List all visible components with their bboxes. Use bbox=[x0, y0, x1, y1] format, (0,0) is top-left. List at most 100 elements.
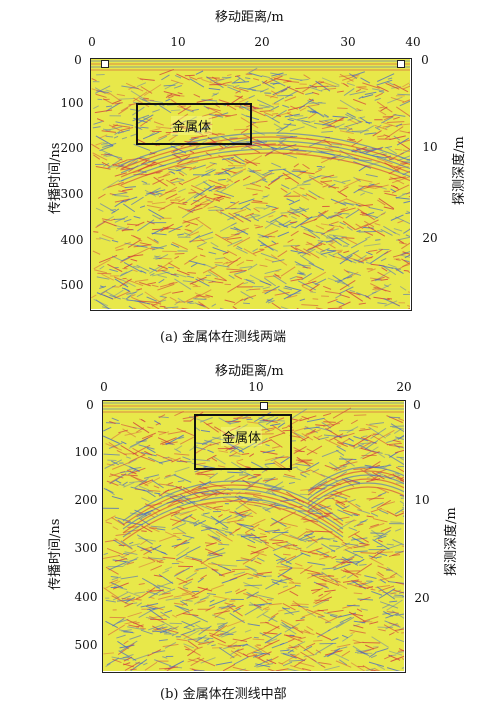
radargram-trace bbox=[330, 198, 347, 206]
radargram-trace bbox=[399, 242, 407, 245]
radargram-trace bbox=[324, 87, 337, 90]
radargram-trace bbox=[134, 300, 151, 305]
radargram-trace bbox=[120, 575, 139, 580]
radargram-trace bbox=[378, 628, 386, 632]
radargram-trace bbox=[197, 586, 213, 592]
radargram-trace bbox=[364, 464, 381, 471]
radargram-trace bbox=[402, 170, 410, 176]
radargram-trace bbox=[199, 640, 209, 644]
radargram-trace bbox=[106, 291, 117, 298]
radargram-trace bbox=[339, 221, 346, 226]
radargram-trace bbox=[335, 467, 346, 472]
radargram-trace bbox=[200, 574, 208, 580]
radargram-trace bbox=[277, 417, 285, 421]
radargram-trace bbox=[225, 167, 243, 170]
radargram-trace bbox=[318, 593, 324, 597]
radargram-trace bbox=[272, 541, 288, 545]
radargram-trace bbox=[344, 121, 363, 128]
radargram-trace bbox=[127, 254, 144, 258]
radargram-trace bbox=[112, 658, 122, 664]
radargram-trace bbox=[254, 602, 272, 606]
radargram-trace bbox=[112, 582, 129, 590]
radargram-trace bbox=[137, 76, 144, 81]
radargram-trace bbox=[386, 543, 394, 546]
radargram-trace bbox=[298, 531, 315, 541]
radargram-trace bbox=[106, 547, 124, 556]
radargram-trace bbox=[339, 432, 355, 439]
radargram-trace bbox=[250, 518, 266, 527]
radargram-trace bbox=[101, 273, 115, 281]
radargram-trace bbox=[395, 477, 404, 483]
radargram-trace bbox=[281, 88, 288, 93]
radargram-trace bbox=[233, 154, 245, 162]
radargram-trace bbox=[262, 606, 270, 610]
radargram-trace bbox=[402, 251, 410, 255]
radargram-trace bbox=[96, 118, 105, 122]
radargram-trace bbox=[178, 182, 184, 186]
radargram-trace bbox=[250, 557, 256, 562]
radargram-trace bbox=[403, 200, 410, 204]
radargram-trace bbox=[332, 235, 350, 246]
radargram-trace bbox=[367, 268, 376, 273]
radargram-trace bbox=[159, 534, 176, 542]
radargram-trace bbox=[294, 562, 303, 567]
radargram-trace bbox=[245, 533, 256, 537]
radargram-trace bbox=[181, 592, 189, 595]
radargram-trace bbox=[124, 218, 132, 223]
radargram-trace bbox=[230, 170, 243, 178]
radargram-trace bbox=[355, 503, 361, 508]
radargram-trace bbox=[297, 280, 316, 291]
radargram-trace bbox=[330, 614, 338, 618]
radargram-trace bbox=[195, 70, 204, 75]
radargram-trace bbox=[194, 646, 203, 651]
radargram-trace bbox=[168, 225, 183, 233]
radargram-trace bbox=[372, 539, 390, 550]
radargram-trace bbox=[362, 226, 374, 229]
radargram-trace bbox=[112, 164, 131, 170]
radargram-trace bbox=[157, 493, 163, 497]
radargram-trace bbox=[216, 633, 224, 636]
radargram-trace bbox=[264, 529, 281, 533]
radargram-trace bbox=[379, 579, 387, 584]
radargram-trace bbox=[359, 563, 367, 566]
radargram-trace bbox=[238, 106, 245, 110]
radargram-trace bbox=[170, 243, 180, 248]
radargram-trace bbox=[97, 272, 112, 275]
radargram-trace bbox=[194, 289, 212, 299]
radargram-trace bbox=[307, 485, 319, 493]
radargram-trace bbox=[273, 97, 285, 104]
radargram-trace bbox=[225, 442, 241, 452]
radargram-trace bbox=[249, 274, 268, 285]
radargram-trace bbox=[343, 82, 349, 88]
radargram-trace bbox=[170, 511, 181, 517]
radargram-trace bbox=[286, 418, 303, 428]
radargram-trace bbox=[113, 218, 125, 220]
radargram-trace bbox=[390, 423, 404, 433]
radargram-trace bbox=[304, 151, 312, 156]
radargram-trace bbox=[272, 274, 287, 285]
radargram-trace bbox=[126, 590, 141, 598]
radargram-trace bbox=[148, 614, 166, 620]
radargram-trace bbox=[159, 437, 177, 445]
radargram-trace bbox=[104, 153, 123, 159]
radargram-trace bbox=[201, 99, 218, 102]
radargram-trace bbox=[378, 90, 385, 93]
radargram-trace bbox=[139, 205, 146, 209]
radargram-trace bbox=[343, 88, 355, 96]
radargram-trace bbox=[100, 284, 116, 294]
radargram-trace bbox=[224, 475, 235, 481]
radargram-trace bbox=[185, 596, 199, 601]
radargram-trace bbox=[112, 559, 130, 563]
radargram-trace bbox=[229, 452, 237, 458]
radargram-trace bbox=[96, 292, 114, 300]
radargram-trace bbox=[339, 99, 357, 111]
radargram-trace bbox=[332, 115, 348, 118]
diffraction-hyperbola bbox=[122, 488, 344, 530]
radargram-trace bbox=[229, 421, 240, 424]
radargram-trace bbox=[283, 168, 301, 179]
radargram-trace bbox=[247, 263, 258, 271]
radargram-trace bbox=[100, 149, 119, 159]
radargram-trace bbox=[387, 263, 397, 268]
radargram-trace bbox=[105, 620, 118, 629]
radargram-trace bbox=[232, 638, 248, 643]
